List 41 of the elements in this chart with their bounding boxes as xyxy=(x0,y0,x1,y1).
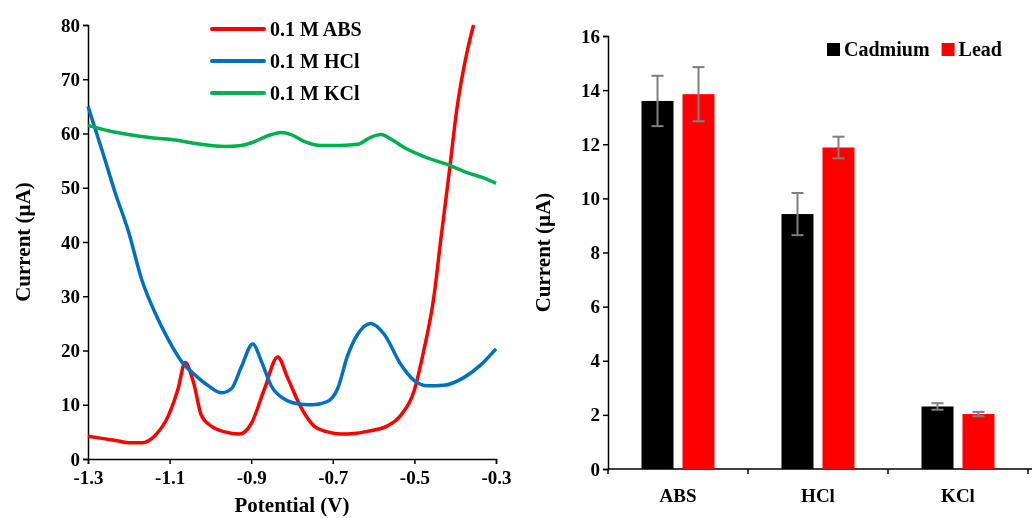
x-tick-label: -1.1 xyxy=(155,467,186,489)
y-tick-label: 30 xyxy=(61,285,80,307)
y-tick-label: 2 xyxy=(590,404,600,426)
y-axis-title: Current (µA) xyxy=(11,182,35,302)
x-tick-label: ABS xyxy=(659,485,697,506)
x-tick-label: -0.9 xyxy=(236,467,267,489)
bar xyxy=(682,94,715,469)
legend-label: 0.1 M HCl xyxy=(270,50,360,72)
x-axis-title: Potential (V) xyxy=(234,493,350,517)
x-tick-label: KCl xyxy=(941,485,975,506)
y-tick-label: 10 xyxy=(581,187,600,209)
y-tick-label: 20 xyxy=(61,340,80,362)
legend-label: 0.1 M ABS xyxy=(270,18,362,40)
line-series xyxy=(86,104,498,407)
y-tick-label: 50 xyxy=(61,177,80,199)
x-tick-label: -0.5 xyxy=(399,467,430,489)
x-tick-label: -1.3 xyxy=(73,467,104,489)
y-tick-label: 0 xyxy=(70,448,80,470)
legend-label: Cadmium xyxy=(844,38,930,60)
y-tick-label: 8 xyxy=(590,242,600,264)
bar xyxy=(822,147,855,469)
legend-label: Lead xyxy=(958,38,1002,60)
y-tick-label: 40 xyxy=(61,231,80,253)
y-tick-label: 0 xyxy=(590,458,600,480)
line-series xyxy=(86,23,476,445)
bar xyxy=(962,414,995,469)
y-axis-title: Current (µA) xyxy=(531,192,555,313)
y-tick-label: 70 xyxy=(61,68,80,90)
line-series xyxy=(86,123,498,186)
y-tick-label: 6 xyxy=(590,296,600,318)
y-tick-label: 10 xyxy=(61,394,80,416)
x-tick-label: HCl xyxy=(801,485,835,506)
y-tick-label: 60 xyxy=(61,123,80,145)
y-tick-label: 14 xyxy=(581,79,601,101)
x-tick-label: -0.7 xyxy=(318,467,349,489)
y-tick-label: 16 xyxy=(581,25,600,47)
y-tick-label: 12 xyxy=(581,133,600,155)
legend-label: 0.1 M KCl xyxy=(270,82,360,104)
y-tick-label: 4 xyxy=(590,350,601,372)
x-tick-label: -0.3 xyxy=(481,467,512,489)
y-tick-label: 80 xyxy=(61,14,80,36)
